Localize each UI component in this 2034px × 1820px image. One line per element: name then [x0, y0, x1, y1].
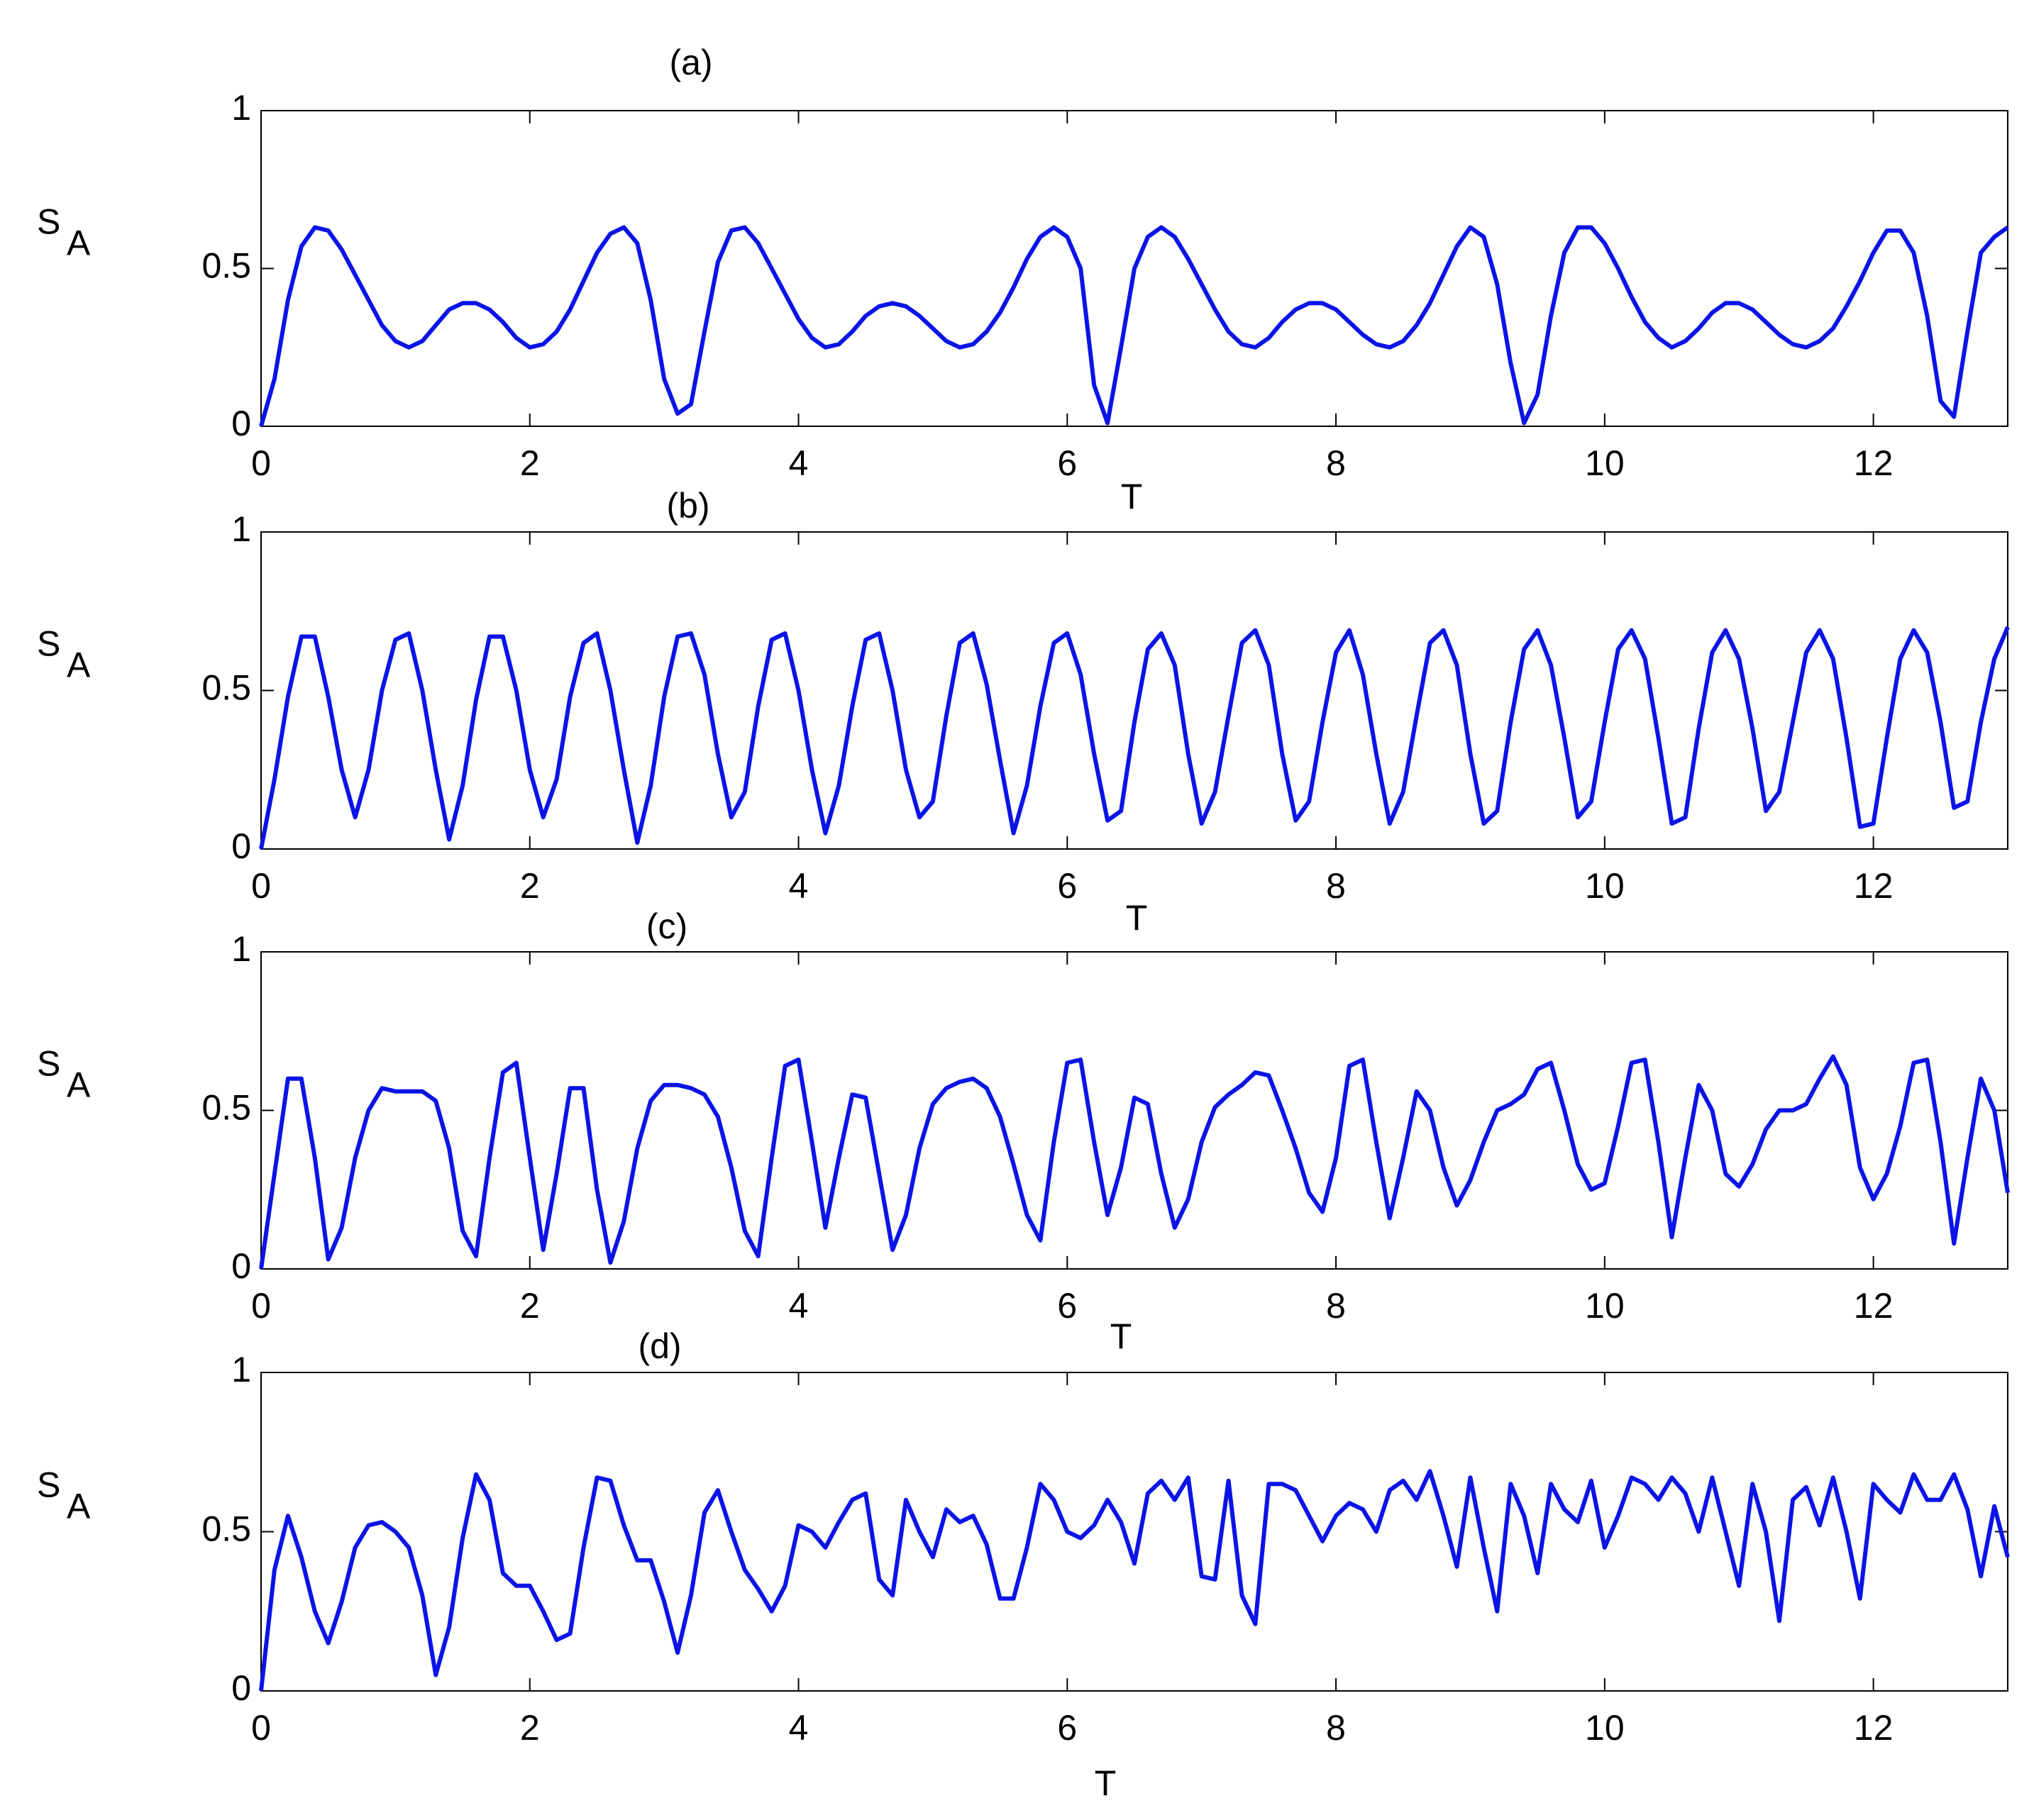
x-tick-label: 8 — [1326, 443, 1346, 483]
x-tick-label: 10 — [1585, 443, 1625, 483]
x-tick-label: 12 — [1854, 1286, 1894, 1326]
x-tick-label: 12 — [1854, 1708, 1894, 1748]
y-tick-label: 0.5 — [201, 1509, 251, 1549]
y-axis-label: S — [37, 1465, 60, 1505]
y-tick-label: 1 — [231, 929, 251, 969]
x-tick-label: 10 — [1585, 866, 1625, 906]
x-tick-label: 2 — [520, 443, 540, 483]
x-tick-label: 10 — [1585, 1286, 1625, 1326]
y-tick-label: 0.5 — [201, 1088, 251, 1128]
y-axis-label: S — [37, 1044, 60, 1084]
y-tick-label: 0.5 — [201, 246, 251, 286]
x-tick-label: 0 — [251, 1286, 271, 1326]
x-tick-label: 6 — [1057, 866, 1077, 906]
chart-title: (a) — [669, 43, 712, 82]
x-tick-label: 6 — [1057, 1708, 1077, 1748]
chart-title: (d) — [638, 1326, 681, 1366]
y-tick-label: 1 — [231, 1350, 251, 1389]
y-axis-label-subscript: A — [67, 1487, 91, 1526]
x-tick-label: 6 — [1057, 1286, 1077, 1326]
x-tick-label: 2 — [520, 1286, 540, 1326]
x-tick-label: 0 — [251, 443, 271, 483]
x-tick-label: 2 — [520, 866, 540, 906]
x-tick-label: 6 — [1057, 443, 1077, 483]
x-tick-label: 0 — [251, 866, 271, 906]
x-tick-label: 4 — [789, 866, 809, 906]
chart-title: (b) — [666, 486, 709, 526]
y-tick-label: 0 — [231, 1668, 251, 1708]
x-tick-label: 4 — [789, 1708, 809, 1748]
x-tick-label: 12 — [1854, 866, 1894, 906]
data-line — [259, 1469, 2010, 1692]
x-tick-label: 8 — [1326, 1286, 1346, 1326]
x-tick-label: 8 — [1326, 866, 1346, 906]
x-tick-label: 4 — [789, 1286, 809, 1326]
y-axis-label: S — [37, 202, 60, 242]
x-axis-label: T — [1110, 1316, 1132, 1356]
data-line — [259, 1054, 2010, 1270]
x-axis-label: T — [1126, 898, 1148, 938]
x-tick-label: 2 — [520, 1708, 540, 1748]
y-tick-label: 0 — [231, 826, 251, 866]
y-tick-label: 1 — [231, 509, 251, 549]
y-axis-label: S — [37, 624, 60, 664]
y-axis-label-subscript: A — [67, 645, 91, 685]
y-axis-label-subscript: A — [67, 223, 91, 263]
y-tick-label: 0.5 — [201, 668, 251, 708]
x-tick-label: 0 — [251, 1708, 271, 1748]
y-tick-label: 0 — [231, 1246, 251, 1286]
x-tick-label: 12 — [1854, 443, 1894, 483]
x-axis-label: T — [1095, 1763, 1117, 1803]
x-axis-label: T — [1121, 477, 1143, 516]
y-tick-label: 1 — [231, 88, 251, 128]
data-line — [259, 225, 2009, 427]
x-tick-label: 8 — [1326, 1708, 1346, 1748]
data-line — [259, 626, 2010, 850]
y-tick-label: 0 — [231, 404, 251, 443]
y-axis-label-subscript: A — [67, 1065, 91, 1105]
x-tick-label: 10 — [1585, 1708, 1625, 1748]
x-tick-label: 4 — [789, 443, 809, 483]
chart-title: (c) — [646, 906, 687, 946]
